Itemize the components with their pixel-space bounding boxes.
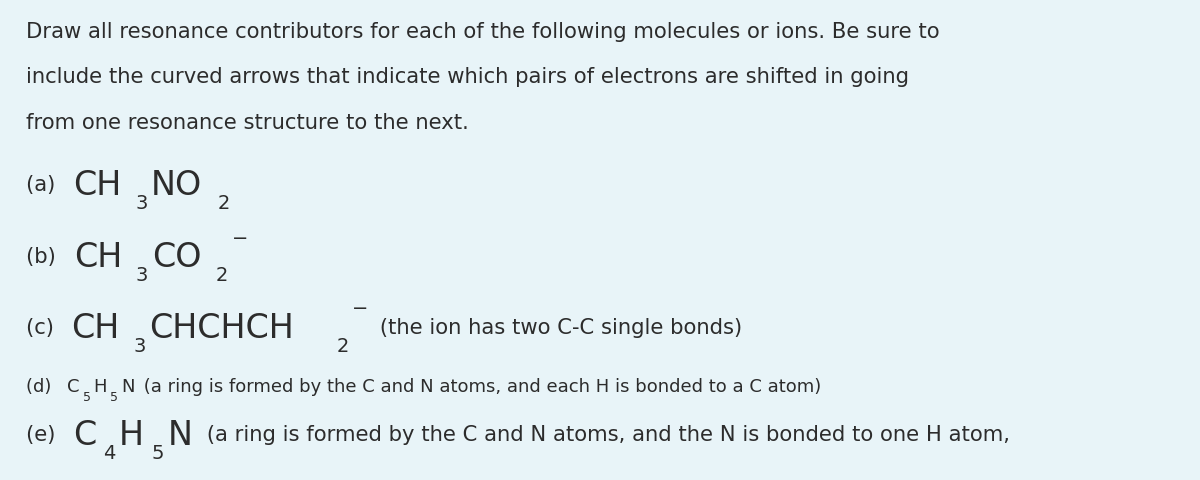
Text: −: −	[232, 228, 248, 247]
Text: 3: 3	[136, 265, 149, 285]
Text: (a ring is formed by the C and N atoms, and each H is bonded to a C atom): (a ring is formed by the C and N atoms, …	[138, 377, 822, 396]
Text: CH: CH	[73, 168, 121, 201]
Text: (b): (b)	[26, 247, 64, 267]
Text: H: H	[94, 377, 107, 396]
Text: 2: 2	[336, 336, 349, 355]
Text: N: N	[168, 418, 192, 451]
Text: include the curved arrows that indicate which pairs of electrons are shifted in : include the curved arrows that indicate …	[26, 67, 910, 87]
Text: N: N	[121, 377, 134, 396]
Text: 2: 2	[216, 265, 228, 285]
Text: Draw all resonance contributors for each of the following molecules or ions. Be : Draw all resonance contributors for each…	[26, 22, 940, 42]
Text: 3: 3	[136, 193, 148, 213]
Text: (the ion has two C-C single bonds): (the ion has two C-C single bonds)	[373, 317, 743, 337]
Text: 3: 3	[133, 336, 146, 355]
Text: 4: 4	[103, 443, 115, 462]
Text: from one resonance structure to the next.: from one resonance structure to the next…	[26, 113, 469, 133]
Text: CHCHCH: CHCHCH	[150, 311, 294, 344]
Text: 2: 2	[217, 193, 229, 213]
Text: 5: 5	[83, 390, 91, 404]
Text: C: C	[73, 418, 96, 451]
Text: CO: CO	[152, 240, 202, 273]
Text: 5: 5	[110, 390, 119, 404]
Text: (a): (a)	[26, 175, 62, 195]
Text: H: H	[119, 418, 144, 451]
Text: −: −	[353, 299, 368, 318]
Text: 5: 5	[151, 443, 164, 462]
Text: NO: NO	[151, 168, 203, 201]
Text: CH: CH	[73, 240, 122, 273]
Text: CH: CH	[71, 311, 120, 344]
Text: (e): (e)	[26, 424, 62, 444]
Text: C: C	[66, 377, 79, 396]
Text: (d): (d)	[26, 377, 58, 396]
Text: (c): (c)	[26, 317, 61, 337]
Text: (a ring is formed by the C and N atoms, and the N is bonded to one H atom,: (a ring is formed by the C and N atoms, …	[199, 424, 1009, 444]
